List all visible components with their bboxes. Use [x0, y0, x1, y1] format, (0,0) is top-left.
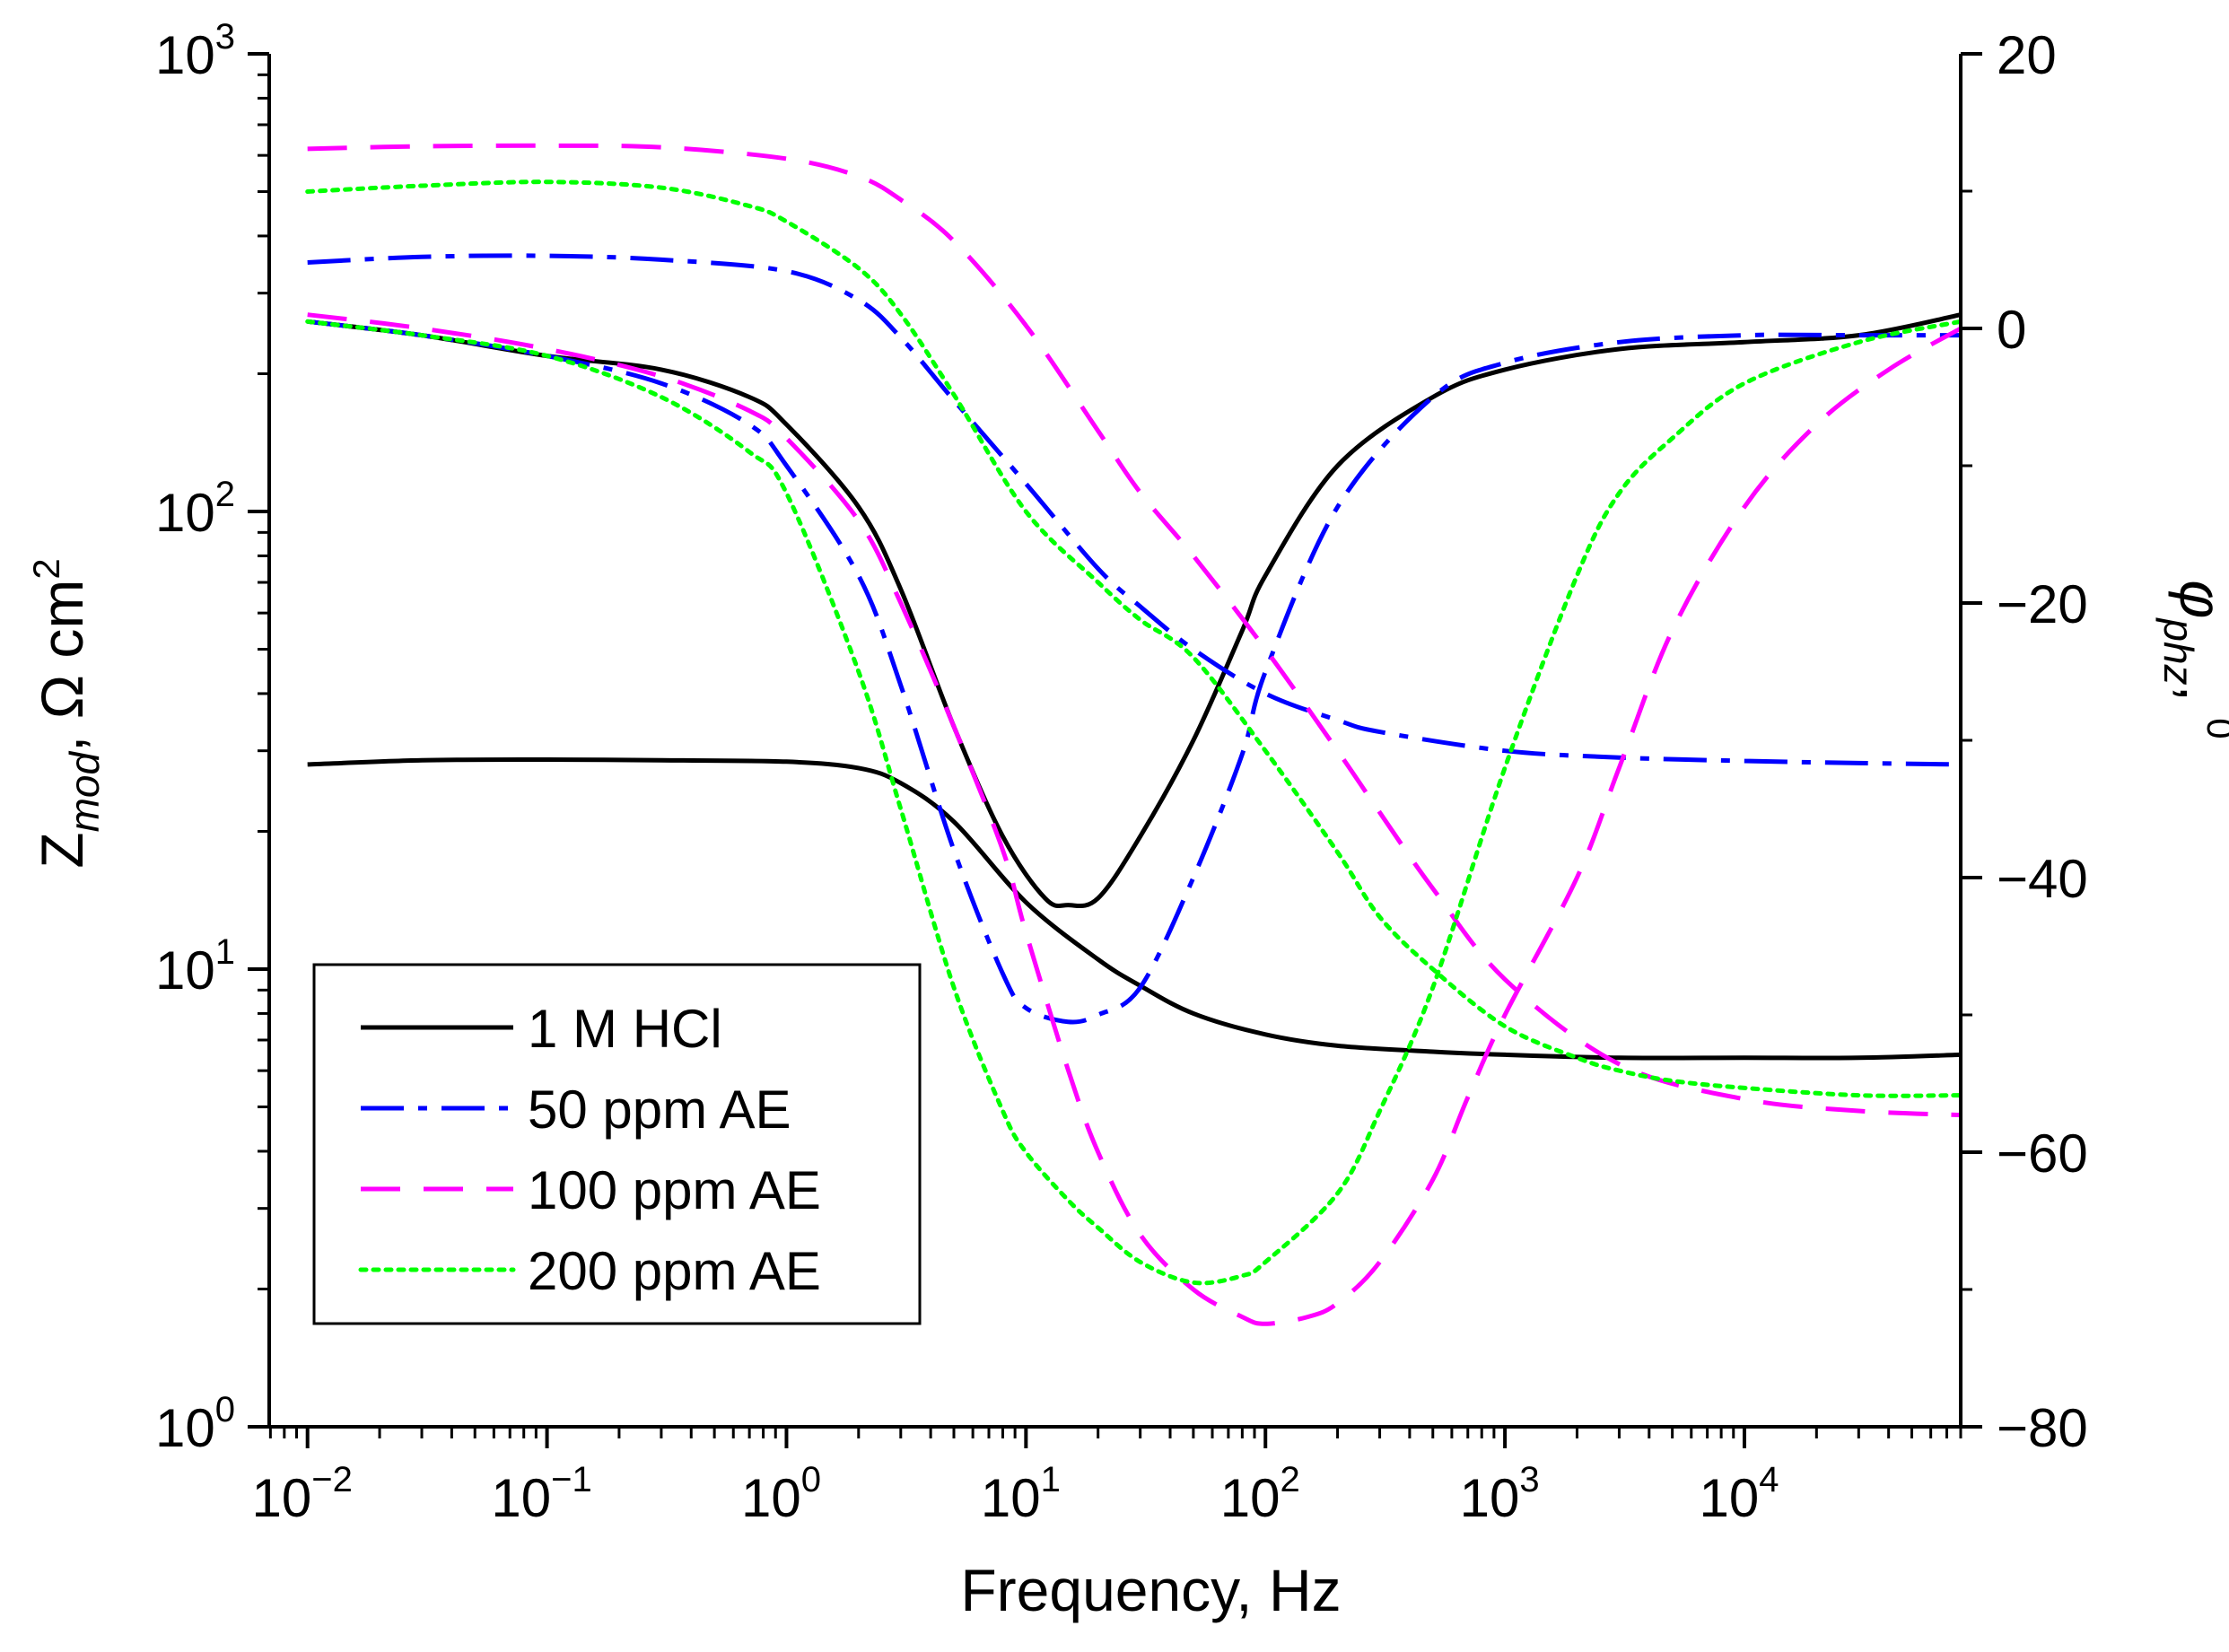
x-tick-base: 10: [252, 1468, 312, 1528]
series-50-ppm-ae-zmod-line: [307, 253, 1962, 767]
y-left-tick-exp: 0: [215, 1390, 235, 1429]
x-tick-exp: 2: [1280, 1460, 1299, 1499]
y-right-axis-title: φphz, 0: [2155, 580, 2229, 739]
x-tick-exp: 0: [801, 1460, 821, 1499]
y-left-title-sup: 2: [25, 558, 67, 579]
series-1-m-hcl-zmod-line: [307, 756, 1962, 1061]
y-left-title-units: , Ω cm: [29, 580, 95, 752]
legend-label: 100 ppm AE: [528, 1160, 821, 1220]
x-tick-label: 101: [981, 1460, 1061, 1528]
y-right-tick-label: −80: [1997, 1398, 2088, 1458]
y-left-title-main: Z: [29, 832, 95, 868]
x-tick-exp: 3: [1519, 1460, 1539, 1499]
y-left-tick-base: 10: [155, 1398, 215, 1458]
y-left-tick-label: 102: [155, 475, 235, 543]
legend: 1 M HCl 50 ppm AE 100 ppm AE 200 ppm AE: [312, 963, 922, 1325]
x-tick-base: 10: [491, 1468, 551, 1528]
y-right-title-suffix: ,: [2168, 686, 2229, 719]
x-tick-label: 10−2: [252, 1460, 353, 1528]
x-tick-exp: 1: [1041, 1460, 1061, 1499]
y-left-tick-label: 101: [155, 932, 235, 1001]
y-left-tick-exp: 1: [215, 932, 235, 972]
y-left-title-sub: mod: [61, 751, 108, 833]
y-left-tick-exp: 3: [215, 17, 235, 57]
series-layer: [305, 143, 1963, 1326]
y-left-tick-label: 100: [155, 1390, 235, 1458]
x-tick-label: 100: [741, 1460, 821, 1528]
series-100-ppm-ae-phase-line: [307, 312, 1962, 1326]
x-tick-label: 10−1: [491, 1460, 591, 1528]
y-right-title-sup: 0: [2199, 718, 2229, 739]
y-left-tick-label: 103: [155, 17, 235, 85]
series-100-ppm-ae-zmod-line: [307, 143, 1962, 1118]
x-tick-base: 10: [1460, 1468, 1520, 1528]
legend-label: 50 ppm AE: [528, 1079, 791, 1140]
y-right-tick-label: −60: [1997, 1123, 2088, 1184]
y-right-tick-label: −20: [1997, 574, 2088, 634]
x-tick-base: 10: [1220, 1468, 1281, 1528]
y-left-tick-exp: 2: [215, 475, 235, 514]
legend-label: 200 ppm AE: [528, 1241, 821, 1301]
y-left-tick-base: 10: [155, 940, 215, 1001]
x-tick-base: 10: [981, 1468, 1041, 1528]
series-50-ppm-ae-phase-line: [307, 319, 1961, 1025]
y-left-tick-base: 10: [155, 483, 215, 543]
x-tick-base: 10: [1699, 1468, 1759, 1528]
x-tick-base: 10: [741, 1468, 801, 1528]
series-1-m-hcl-phase-line: [307, 312, 1962, 909]
y-right-title-main: φ: [2168, 580, 2229, 618]
legend-box: [312, 963, 922, 1325]
x-tick-label: 104: [1699, 1460, 1779, 1528]
y-right-tick-label: 0: [1997, 300, 2026, 360]
y-right-title-sub: phz: [2155, 616, 2202, 685]
x-axis-title: Frequency, Hz: [960, 1557, 1341, 1623]
y-right-tick-label: 20: [1997, 25, 2057, 85]
x-tick-exp: −2: [311, 1460, 353, 1499]
x-tick-label: 103: [1460, 1460, 1540, 1528]
series-200-ppm-ae-zmod-line: [305, 179, 1963, 1098]
y-left-axis-title: Zmod, Ω cm2: [25, 558, 108, 869]
axis-labels: Frequency, Hz Zmod, Ω cm2 φphz, 0: [25, 558, 2229, 1623]
x-tick-exp: 4: [1759, 1460, 1779, 1499]
y-right-tick-label: −40: [1997, 849, 2088, 909]
x-tick-label: 102: [1220, 1460, 1300, 1528]
y-left-tick-base: 10: [155, 25, 215, 85]
legend-label: 1 M HCl: [528, 999, 722, 1059]
series-200-ppm-ae-phase-line: [305, 319, 1963, 1286]
x-tick-exp: −1: [551, 1460, 592, 1499]
